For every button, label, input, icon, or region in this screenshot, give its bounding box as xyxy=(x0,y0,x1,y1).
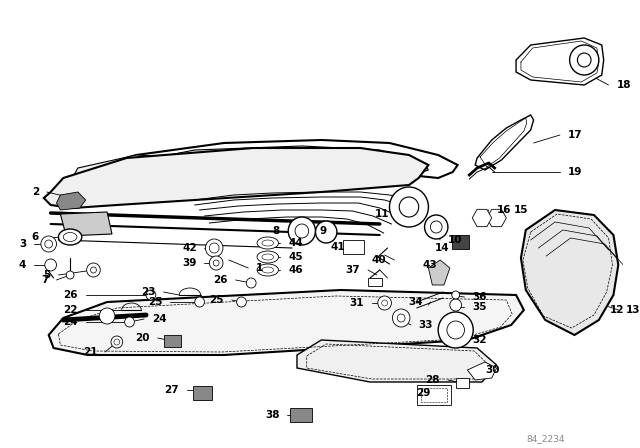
Text: 18: 18 xyxy=(616,80,631,90)
Circle shape xyxy=(45,259,56,271)
Circle shape xyxy=(209,256,223,270)
Text: 21: 21 xyxy=(83,347,97,357)
FancyBboxPatch shape xyxy=(456,378,469,388)
Polygon shape xyxy=(521,210,618,335)
Circle shape xyxy=(205,239,223,257)
Text: 11: 11 xyxy=(375,209,390,219)
Text: 26: 26 xyxy=(63,290,78,300)
Text: 36: 36 xyxy=(472,292,487,302)
Polygon shape xyxy=(49,290,524,355)
Circle shape xyxy=(452,291,460,299)
Text: 17: 17 xyxy=(568,130,582,140)
Text: 1: 1 xyxy=(256,263,263,273)
Text: 33: 33 xyxy=(419,320,433,330)
Circle shape xyxy=(450,299,461,311)
Text: 12: 12 xyxy=(609,305,624,315)
Text: 29: 29 xyxy=(416,388,430,398)
Ellipse shape xyxy=(58,229,82,245)
Text: 40: 40 xyxy=(372,255,387,265)
Polygon shape xyxy=(68,146,428,186)
Text: 10: 10 xyxy=(448,235,463,245)
Circle shape xyxy=(99,308,115,324)
Circle shape xyxy=(66,271,74,279)
Text: 27: 27 xyxy=(164,385,179,395)
Text: 7: 7 xyxy=(42,275,49,285)
Circle shape xyxy=(111,336,123,348)
Text: 46: 46 xyxy=(288,265,303,275)
Text: 25: 25 xyxy=(209,295,224,305)
FancyBboxPatch shape xyxy=(417,385,451,405)
Polygon shape xyxy=(467,362,497,380)
Text: 31: 31 xyxy=(349,298,364,308)
Text: 3: 3 xyxy=(19,239,26,249)
Text: 25: 25 xyxy=(148,297,163,307)
Text: 4: 4 xyxy=(19,260,26,270)
Circle shape xyxy=(195,297,204,307)
Text: 14: 14 xyxy=(435,243,450,253)
FancyBboxPatch shape xyxy=(343,240,364,254)
Text: 5: 5 xyxy=(44,270,51,280)
Text: 41: 41 xyxy=(330,242,345,252)
Text: 34: 34 xyxy=(408,297,422,307)
Text: 19: 19 xyxy=(568,167,582,177)
Text: 42: 42 xyxy=(182,243,196,253)
Circle shape xyxy=(288,217,316,245)
Text: 8: 8 xyxy=(272,226,280,236)
Polygon shape xyxy=(428,260,450,285)
Text: 15: 15 xyxy=(514,205,529,215)
Polygon shape xyxy=(516,38,604,85)
Text: 84_2234: 84_2234 xyxy=(527,435,565,444)
Text: 32: 32 xyxy=(472,335,487,345)
Circle shape xyxy=(146,290,156,300)
Text: 16: 16 xyxy=(497,205,511,215)
Text: 39: 39 xyxy=(182,258,196,268)
Circle shape xyxy=(570,45,599,75)
Circle shape xyxy=(392,309,410,327)
Circle shape xyxy=(316,221,337,243)
Text: 24: 24 xyxy=(152,314,166,324)
Text: 37: 37 xyxy=(346,265,360,275)
Polygon shape xyxy=(297,340,497,382)
Text: 20: 20 xyxy=(136,333,150,343)
FancyBboxPatch shape xyxy=(193,386,212,400)
FancyBboxPatch shape xyxy=(290,408,312,422)
FancyBboxPatch shape xyxy=(452,235,469,249)
Polygon shape xyxy=(54,140,458,190)
Text: 6: 6 xyxy=(32,232,39,242)
Polygon shape xyxy=(44,148,428,208)
Text: 28: 28 xyxy=(426,375,440,385)
Text: 45: 45 xyxy=(288,252,303,262)
Circle shape xyxy=(378,296,392,310)
Circle shape xyxy=(86,263,100,277)
Circle shape xyxy=(125,317,134,327)
Polygon shape xyxy=(475,115,534,170)
Circle shape xyxy=(237,297,246,307)
Text: 2: 2 xyxy=(32,187,39,197)
Text: 9: 9 xyxy=(319,226,326,236)
Circle shape xyxy=(424,215,448,239)
Text: 35: 35 xyxy=(472,302,487,312)
FancyBboxPatch shape xyxy=(164,335,181,347)
Text: 13: 13 xyxy=(626,305,640,315)
Circle shape xyxy=(41,236,56,252)
Text: 38: 38 xyxy=(265,410,280,420)
Polygon shape xyxy=(60,212,112,236)
Circle shape xyxy=(438,312,473,348)
Ellipse shape xyxy=(257,237,278,249)
Circle shape xyxy=(390,187,428,227)
Circle shape xyxy=(246,278,256,288)
Polygon shape xyxy=(56,192,86,210)
Text: 43: 43 xyxy=(422,260,437,270)
Text: 24: 24 xyxy=(63,317,78,327)
Text: 22: 22 xyxy=(63,305,78,315)
Ellipse shape xyxy=(257,251,278,263)
Text: 44: 44 xyxy=(288,238,303,248)
Text: 30: 30 xyxy=(485,365,499,375)
Text: 23: 23 xyxy=(141,287,156,297)
FancyBboxPatch shape xyxy=(368,278,381,286)
Text: 26: 26 xyxy=(213,275,228,285)
Ellipse shape xyxy=(257,264,278,276)
